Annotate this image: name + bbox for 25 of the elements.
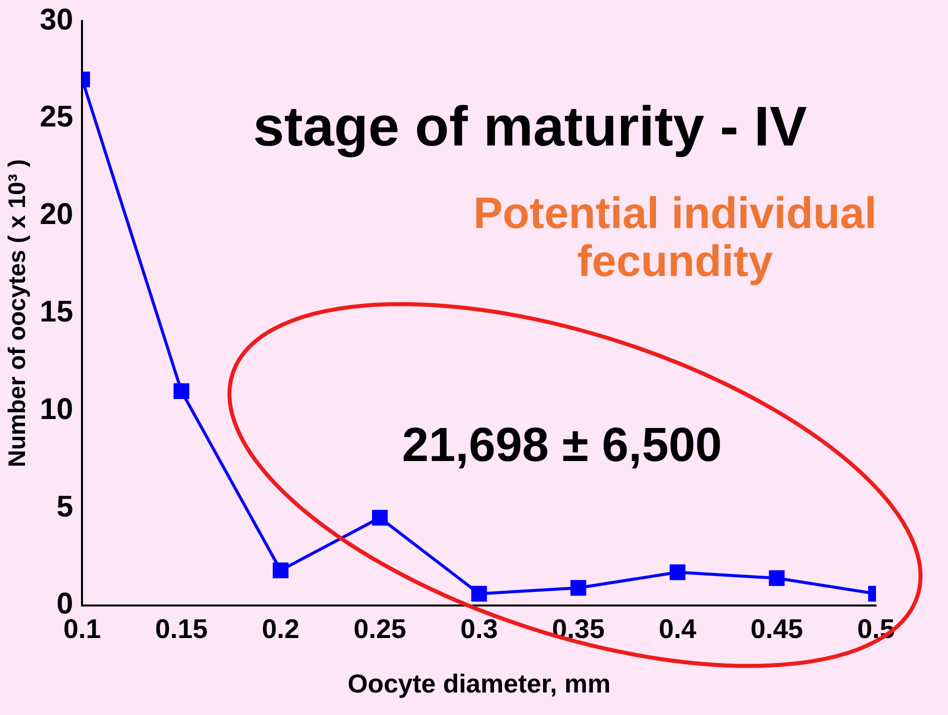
x-tick-label: 0.3 <box>460 614 498 644</box>
annotation: 21,698 ± 6,500 <box>402 419 722 472</box>
point <box>174 383 190 399</box>
x-tick-label: 0.25 <box>354 614 406 644</box>
y-tick-label: 25 <box>40 100 74 134</box>
y-tick-label: 15 <box>40 295 74 328</box>
annotation: stage of maturity - IV <box>253 94 807 158</box>
point <box>768 570 785 586</box>
point <box>471 586 487 602</box>
y-tick-label: 20 <box>40 198 74 232</box>
x-tick-label: 0.4 <box>658 614 696 644</box>
annotation: Potential individual fecundity <box>473 189 877 286</box>
x-tick-label: 0.15 <box>155 614 208 644</box>
point <box>372 510 388 526</box>
x-tick-label: 0.45 <box>750 614 804 644</box>
x-axis-title: Oocyte diameter, mm <box>348 668 611 699</box>
x-tick-label: 0.2 <box>262 614 300 644</box>
point <box>570 580 586 596</box>
y-tick-label: 10 <box>40 392 74 426</box>
point <box>670 564 686 580</box>
x-tick-label: 0.1 <box>63 614 101 644</box>
y-axis-title: Number of oocytes ( x 10³ ) <box>4 159 32 468</box>
point <box>272 562 288 578</box>
y-tick-label: 5 <box>56 490 74 524</box>
y-tick-label: 30 <box>40 3 74 36</box>
